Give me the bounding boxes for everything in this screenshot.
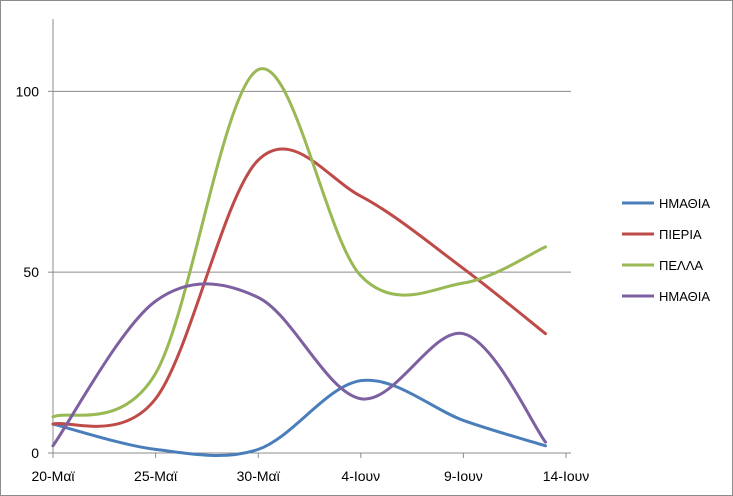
legend: ΗΜΑΘΙΑ ΠΙΕΡΙΑ ΠΕΛΛΑ ΗΜΑΘΙΑ <box>622 196 710 304</box>
x-tick-label: 30-Μαϊ <box>237 468 281 484</box>
x-tick-label: 20-Μαϊ <box>31 468 75 484</box>
axes <box>48 19 571 458</box>
tick-labels: 0 50 100 20-Μαϊ 25-Μαϊ 30-Μαϊ 4-Ιουν 9-Ιουν 14-Ι… <box>16 83 590 484</box>
x-tick-label: 14-Ιουν <box>543 468 590 484</box>
x-tick-label: 4-Ιουν <box>341 468 380 484</box>
y-tick-label: 100 <box>16 83 40 99</box>
series-line-3 <box>51 67 547 419</box>
y-tick-label: 50 <box>23 264 39 280</box>
series-line-1 <box>51 378 547 458</box>
gridlines <box>53 90 571 273</box>
x-tick-label: 9-Ιουν <box>444 468 483 484</box>
legend-label: ΠΕΛΛΑ <box>659 258 703 273</box>
legend-label: ΗΜΑΘΙΑ <box>659 196 710 211</box>
legend-label: ΗΜΑΘΙΑ <box>659 289 710 304</box>
series-line-2 <box>51 147 547 428</box>
series-lines <box>51 67 547 458</box>
y-tick-label: 0 <box>31 445 39 461</box>
legend-label: ΠΙΕΡΙΑ <box>659 227 702 242</box>
series-line-4 <box>51 282 547 448</box>
x-tick-label: 25-Μαϊ <box>134 468 178 484</box>
